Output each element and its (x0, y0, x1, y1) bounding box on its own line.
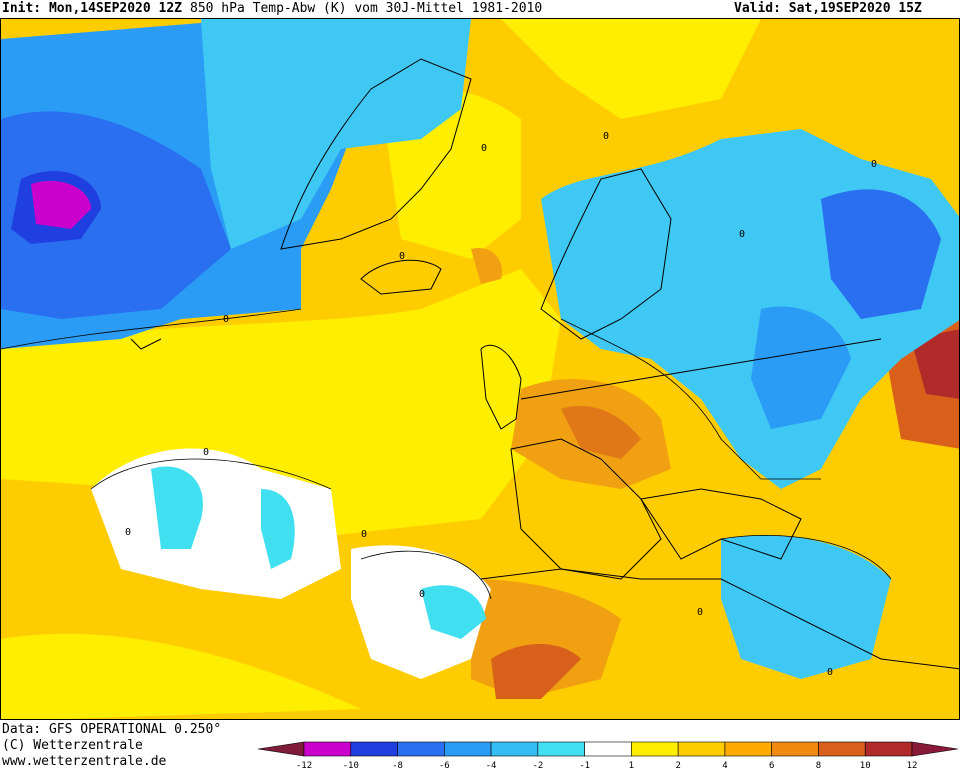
neutral-area-canaries (351, 545, 491, 679)
header: Init: Mon,14SEP2020 12Z 850 hPa Temp-Abw… (0, 0, 968, 18)
cold-core-northwest (1, 111, 231, 319)
cold-patch-canaries (421, 585, 486, 639)
cold-core-russia (821, 189, 941, 319)
contour-label-group: 0 0 0 0 0 0 0 0 0 0 0 0 (125, 131, 877, 678)
anomaly-map: 0 0 0 0 0 0 0 0 0 0 0 0 (0, 18, 960, 720)
legend-swatch (864, 741, 913, 757)
cold-area-ukraine (751, 306, 851, 429)
contour-label: 0 (481, 143, 487, 154)
legend-tick-label: -12 (296, 761, 312, 771)
cold-patch-atlantic-1 (151, 466, 203, 549)
legend-swatch (631, 741, 679, 757)
cold-area-greenland (201, 19, 471, 249)
legend-swatch (537, 741, 585, 757)
legend-tick-label: 1 (629, 761, 634, 771)
legend-swatch (771, 741, 819, 757)
legend-arrow-high (911, 741, 958, 757)
warm-anomaly-benelux (561, 405, 641, 459)
website-url: www.wetterzentrale.de (2, 754, 167, 769)
legend-swatch (397, 741, 445, 757)
legend-swatch (350, 741, 398, 757)
legend-tick-label: 8 (816, 761, 821, 771)
contour-label: 0 (399, 251, 405, 262)
footer: Data: GFS OPERATIONAL 0.250° (C) Wetterz… (2, 722, 221, 770)
hot-spot-east (911, 329, 959, 399)
map-title: 850 hPa Temp-Abw (K) vom 30J-Mittel 1981… (190, 1, 543, 16)
legend-tick-label: -6 (439, 761, 450, 771)
legend-tick-label: -4 (486, 761, 497, 771)
legend-tick-label: -10 (343, 761, 359, 771)
legend-tick-label: -2 (532, 761, 543, 771)
copyright: (C) Wetterzentrale (2, 738, 143, 753)
legend-swatch (677, 741, 726, 757)
hot-spot-morocco (491, 644, 581, 699)
color-legend: -12 -10 -8 -6 -4 -2 -1 1 2 4 6 8 10 12 (258, 740, 958, 774)
legend-tick-label: 4 (722, 761, 727, 771)
legend-tick-label: -8 (392, 761, 403, 771)
contour-label: 0 (827, 667, 833, 678)
contour-label: 0 (739, 229, 745, 240)
legend-swatch (584, 741, 632, 757)
legend-tick-label: 12 (907, 761, 918, 771)
legend-swatch (490, 741, 539, 757)
legend-tick-label: -1 (579, 761, 590, 771)
legend-swatch (724, 741, 772, 757)
contour-label: 0 (203, 447, 209, 458)
zero-contours (1, 308, 892, 600)
contour-label: 0 (603, 131, 609, 142)
contour-label: 0 (697, 607, 703, 618)
map-canvas: 0 0 0 0 0 0 0 0 0 0 0 0 (1, 19, 959, 719)
warm-zone-southwest (1, 633, 361, 719)
legend-swatch (444, 741, 492, 757)
legend-swatch (303, 741, 352, 757)
data-source: Data: GFS OPERATIONAL 0.250° (2, 722, 222, 737)
legend-tick-label: 10 (860, 761, 871, 771)
legend-tick-label: 6 (769, 761, 774, 771)
warm-zone-arctic (501, 19, 761, 119)
init-time: Init: Mon,14SEP2020 12Z (2, 1, 183, 16)
coastlines (130, 58, 959, 670)
legend-bar: -12 -10 -8 -6 -4 -2 -1 1 2 4 6 8 10 12 (258, 741, 958, 771)
contour-label: 0 (361, 529, 367, 540)
contour-label: 0 (419, 589, 425, 600)
contour-label: 0 (871, 159, 877, 170)
legend-arrow-low (258, 741, 305, 757)
cold-patch-atlantic-2 (261, 489, 295, 569)
warm-anomaly-sea (471, 248, 502, 284)
cold-extreme-canada (31, 180, 91, 229)
legend-swatch (818, 741, 866, 757)
contour-label: 0 (125, 527, 131, 538)
contour-label: 0 (223, 314, 229, 325)
legend-tick-label: 2 (675, 761, 680, 771)
valid-time: Valid: Sat,19SEP2020 15Z (734, 1, 922, 16)
